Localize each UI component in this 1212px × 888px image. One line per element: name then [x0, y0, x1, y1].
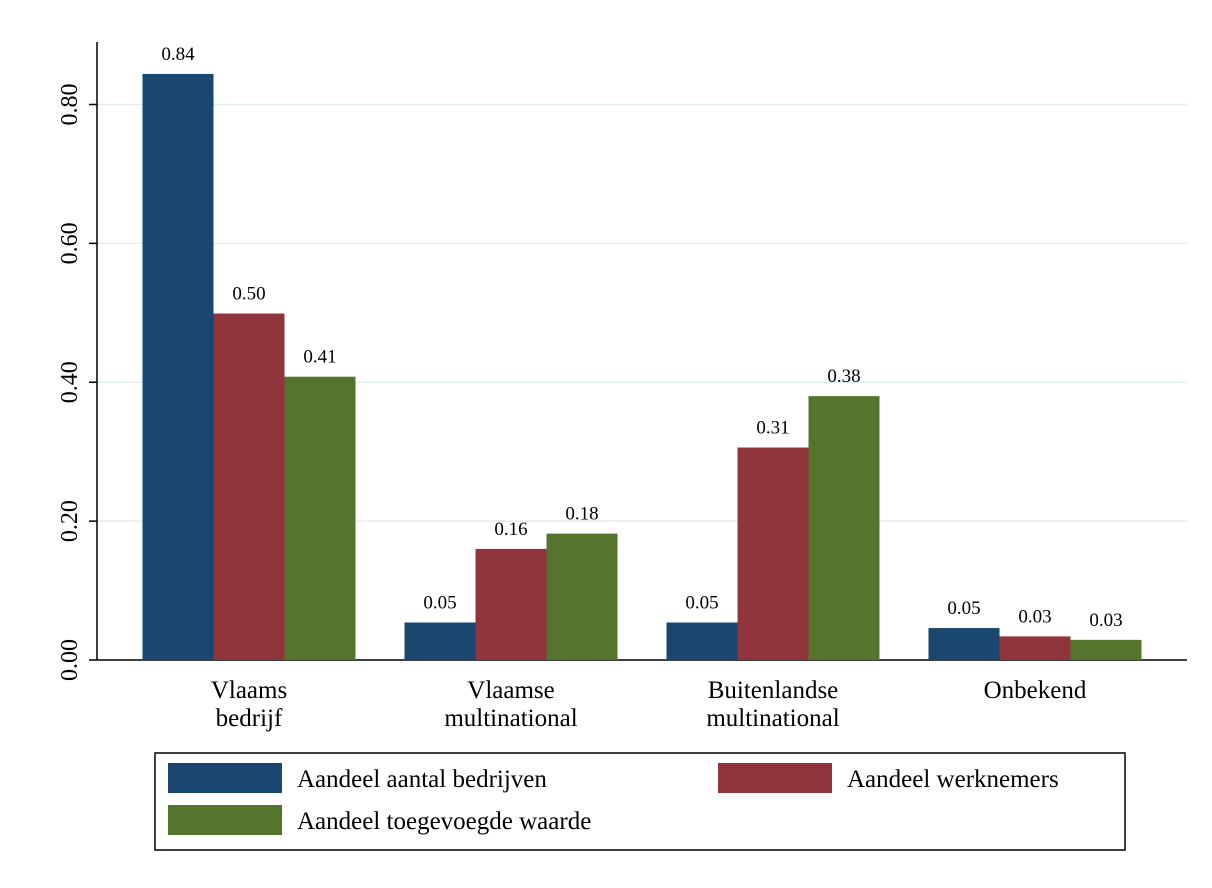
- bar: [1070, 639, 1142, 660]
- x-tick-label: Vlaamse multinational: [444, 677, 577, 732]
- y-tick-label: 0.20: [57, 500, 83, 542]
- legend-swatch: [718, 763, 832, 793]
- x-tick-label: Buitenlandse multinational: [706, 677, 839, 732]
- bar: [737, 447, 809, 660]
- legend-swatch: [168, 763, 282, 793]
- y-tick-label: 0.40: [57, 361, 83, 403]
- bar: [666, 622, 738, 660]
- value-label: 0.05: [423, 593, 456, 614]
- value-label: 0.03: [1018, 606, 1051, 627]
- legend-label: Aandeel werknemers: [847, 766, 1059, 793]
- bar: [928, 628, 1000, 660]
- x-tick-label: Vlaams bedrijf: [211, 677, 287, 732]
- legend-box: [154, 752, 1126, 851]
- legend-label: Aandeel aantal bedrijven: [297, 766, 547, 793]
- value-label: 0.16: [494, 519, 527, 540]
- value-label: 0.41: [303, 347, 336, 368]
- x-tick-label: Onbekend: [984, 677, 1087, 704]
- bar: [284, 376, 356, 660]
- y-tick-label: 0.00: [57, 639, 83, 681]
- bar: [213, 313, 285, 660]
- value-label: 0.31: [756, 418, 789, 439]
- value-label: 0.05: [685, 593, 718, 614]
- bar: [475, 548, 547, 660]
- bar: [404, 622, 476, 660]
- value-label: 0.05: [947, 598, 980, 619]
- bar: [546, 533, 618, 660]
- bar: [808, 396, 880, 660]
- bar: [999, 636, 1071, 660]
- bar: [142, 73, 214, 660]
- y-tick-label: 0.80: [57, 83, 83, 125]
- value-label: 0.03: [1089, 610, 1122, 631]
- legend-swatch: [168, 805, 282, 835]
- value-label: 0.50: [232, 284, 265, 305]
- value-label: 0.84: [161, 44, 195, 65]
- value-label: 0.38: [827, 366, 860, 387]
- value-label: 0.18: [565, 504, 598, 525]
- y-tick-label: 0.60: [57, 222, 83, 264]
- legend-label: Aandeel toegevoegde waarde: [297, 808, 591, 835]
